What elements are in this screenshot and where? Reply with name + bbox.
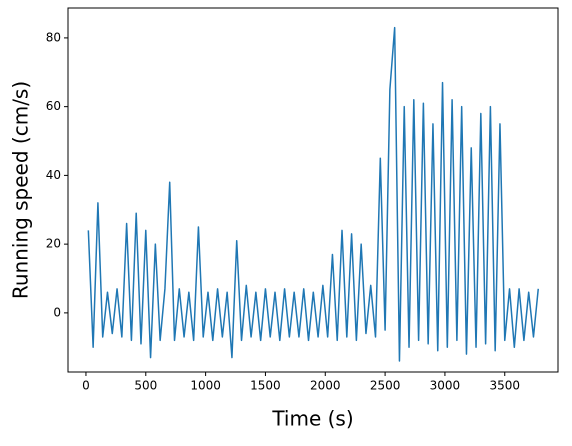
x-tick-label: 3500 — [489, 379, 520, 393]
y-tick-label: 20 — [46, 237, 61, 251]
x-tick-label: 2500 — [370, 379, 401, 393]
x-tick-label: 500 — [134, 379, 157, 393]
x-tick-label: 1000 — [190, 379, 221, 393]
y-tick-label: 80 — [46, 30, 61, 44]
x-tick-label: 0 — [82, 379, 90, 393]
y-tick-label: 60 — [46, 99, 61, 113]
x-axis-label: Time (s) — [271, 407, 353, 431]
plot-frame — [67, 7, 559, 373]
y-tick-label: 0 — [53, 305, 61, 319]
x-tick-label: 1500 — [250, 379, 281, 393]
y-axis-label: Running speed (cm/s) — [9, 81, 33, 299]
x-tick-label: 2000 — [310, 379, 341, 393]
y-tick-label: 40 — [46, 168, 61, 182]
x-tick-label: 3000 — [430, 379, 461, 393]
data-line — [87, 26, 540, 362]
